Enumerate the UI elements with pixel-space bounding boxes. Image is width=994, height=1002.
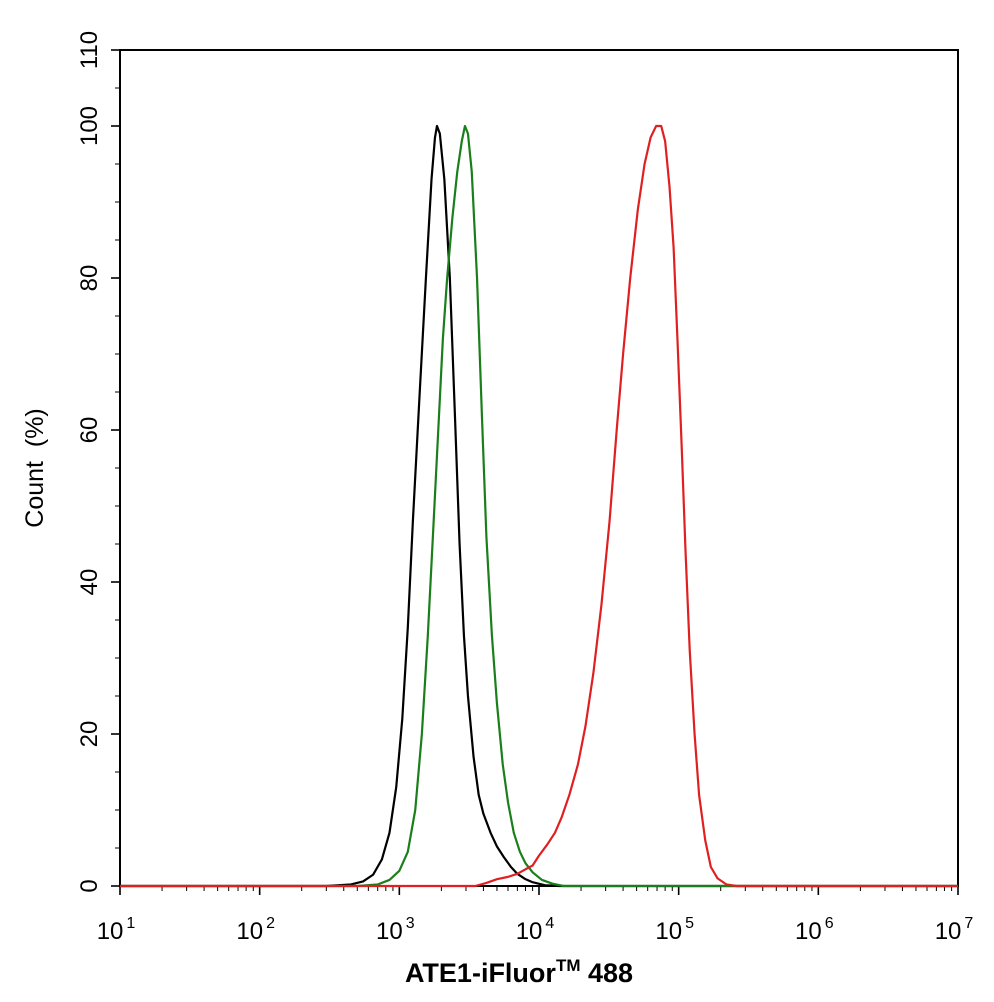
x-tick-label: 10 1 (97, 915, 136, 945)
x-axis-label-main: ATE1-iFluor (405, 958, 556, 988)
series-line-2 (120, 124, 958, 888)
x-tick-exponent: 1 (126, 915, 135, 932)
y-tick-label: 60 (76, 417, 103, 444)
x-tick-base: 10 (97, 918, 124, 945)
y-axis-label: Count (%) (21, 408, 49, 527)
x-axis-ticks: 10 1 10 2 10 3 10 4 10 5 10 6 10 7 (97, 886, 974, 945)
x-tick-base: 10 (795, 918, 822, 945)
y-tick-label: 0 (76, 879, 103, 892)
x-axis-label: ATE1-iFluorTM 488 (405, 956, 633, 988)
x-tick-exponent: 4 (545, 915, 554, 932)
x-tick-exponent: 6 (825, 915, 834, 932)
x-tick-label: 10 3 (376, 915, 415, 945)
plot-frame (119, 49, 959, 887)
x-tick-exponent: 3 (406, 915, 415, 932)
x-tick-exponent: 5 (685, 915, 694, 932)
series-layer (120, 124, 958, 888)
series-line-3 (120, 124, 958, 888)
y-tick-label: 80 (76, 265, 103, 292)
x-tick-base: 10 (376, 918, 403, 945)
x-axis-label-suffix: 488 (580, 958, 633, 988)
x-axis-label-superscript: TM (556, 956, 581, 975)
y-tick-label: 110 (76, 31, 103, 69)
x-tick-base: 10 (655, 918, 682, 945)
y-tick-label: 40 (76, 569, 103, 596)
x-tick-label: 10 2 (236, 915, 275, 945)
y-axis-ticks: 0 20 40 60 80 100 110 (76, 31, 120, 893)
x-tick-label: 10 6 (795, 915, 834, 945)
series-line-1 (120, 124, 958, 888)
x-tick-exponent: 7 (964, 915, 973, 932)
x-tick-label: 10 7 (935, 915, 974, 945)
x-tick-label: 10 4 (516, 915, 555, 945)
y-tick-label: 100 (76, 106, 103, 146)
x-tick-base: 10 (935, 918, 962, 945)
y-tick-label: 20 (76, 721, 103, 748)
x-tick-base: 10 (236, 918, 263, 945)
x-tick-base: 10 (516, 918, 543, 945)
x-tick-label: 10 5 (655, 915, 694, 945)
x-tick-exponent: 2 (266, 915, 275, 932)
